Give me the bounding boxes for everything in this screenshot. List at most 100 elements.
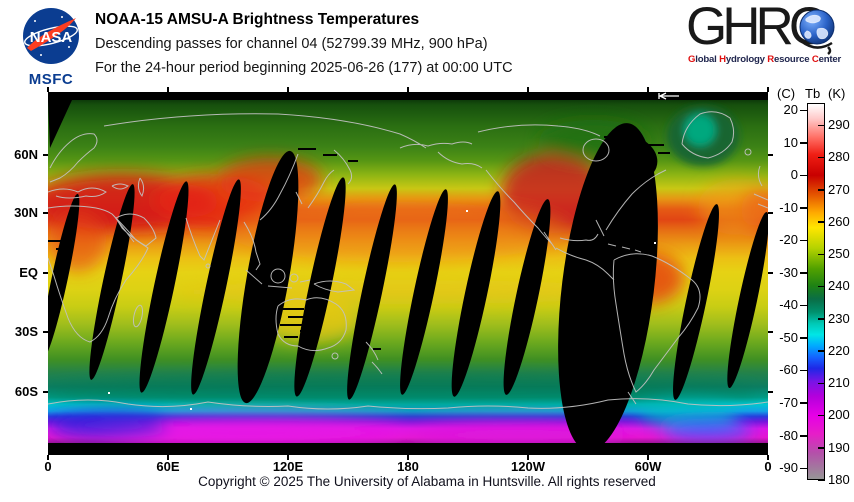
colorbar-tick-kelvin (818, 350, 825, 352)
subtitle-channel: Descending passes for channel 04 (52799.… (95, 36, 488, 52)
header-titles: NOAA-15 AMSU-A Brightness Temperatures D… (95, 8, 513, 80)
colorbar-tick-kelvin (818, 253, 825, 256)
colorbar-label-celsius: 20 (783, 102, 798, 117)
y-axis-label: 30N (14, 205, 38, 220)
msfc-label: MSFC (28, 71, 74, 88)
colorbar-label-kelvin: 190 (828, 439, 850, 455)
colorbar-tick-celsius (800, 435, 807, 437)
colorbar-tick-kelvin (818, 318, 825, 320)
colorbar-label-kelvin: 230 (828, 310, 850, 326)
y-axis-tick-left (43, 331, 48, 333)
colorbar-tick-celsius (800, 304, 807, 307)
x-axis-label: 120W (511, 459, 545, 474)
ghrc-tagline: Global Hydrology Resource Center (688, 54, 852, 65)
tagline-word: esource (773, 54, 810, 65)
x-axis-label: 60E (156, 459, 180, 474)
x-axis-label: 180 (397, 459, 419, 474)
tagline-initial: H (719, 54, 726, 65)
x-axis-tick-bottom (407, 455, 409, 460)
colorbar-unit-kelvin: (K) (828, 86, 846, 101)
y-axis-label: 30S (14, 324, 38, 339)
colorbar-tick-kelvin (818, 447, 825, 449)
colorbar-tick-celsius (800, 109, 807, 111)
y-axis-tick-right (768, 154, 773, 156)
x-axis-tick-bottom (527, 455, 529, 460)
y-axis-tick-right (768, 331, 773, 333)
x-axis-tick-bottom (647, 455, 649, 460)
colorbar-label-celsius: -10 (779, 199, 798, 215)
colorbar-tick-kelvin (818, 221, 825, 223)
colorbar-label-kelvin: 180 (828, 471, 850, 487)
colorbar-label-celsius: -70 (779, 394, 798, 410)
colorbar-label-celsius: -90 (779, 460, 798, 476)
colorbar-label-celsius: -60 (779, 362, 798, 378)
x-axis-tick-top (47, 87, 49, 92)
x-axis-tick-bottom (767, 455, 769, 460)
colorbar-label-kelvin: 250 (828, 246, 850, 262)
brightness-temperature-map (28, 92, 785, 455)
colorbar-label-kelvin: 200 (828, 407, 850, 423)
colorbar-label-kelvin: 210 (828, 375, 850, 391)
colorbar-tick-kelvin (818, 414, 825, 417)
y-axis-tick-left (43, 212, 48, 214)
colorbar-quantity-label: Tb (805, 86, 821, 101)
x-axis-label: 60W (634, 459, 662, 474)
colorbar-unit-celsius: (C) (777, 86, 796, 101)
tagline-word: enter (818, 54, 842, 65)
x-axis-tick-top (647, 87, 649, 92)
y-axis-tick-left (43, 272, 48, 274)
x-axis-tick-bottom (287, 455, 289, 460)
colorbar-label-kelvin: 280 (828, 149, 850, 165)
colorbar-label-celsius: -80 (779, 427, 798, 443)
nasa-logo-text: NASA (30, 29, 73, 46)
colorbar-tick-kelvin (818, 479, 825, 481)
y-axis-tick-right (768, 272, 773, 274)
x-axis-tick-top (167, 87, 169, 92)
swath-data-gaps (40, 100, 769, 451)
colorbar-label-kelvin: 240 (828, 278, 850, 294)
nasa-msfc-logo[interactable]: NASA MSFC (16, 6, 86, 88)
north-nodata-band (48, 92, 768, 100)
colorbar-tick-celsius (800, 369, 807, 372)
colorbar-tick-celsius (800, 402, 807, 404)
tagline-initial: G (688, 54, 696, 65)
page-title: NOAA-15 AMSU-A Brightness Temperatures (95, 11, 420, 28)
colorbar-tick-celsius (800, 174, 807, 177)
colorbar-label-celsius: -50 (779, 329, 798, 345)
x-axis-label: 0 (764, 459, 772, 474)
coastline-outlines (47, 111, 769, 410)
colorbar-label-celsius: 0 (790, 167, 798, 183)
x-axis-tick-top (767, 87, 769, 92)
colorbar-label-kelvin: 260 (828, 213, 850, 229)
colorbar-tick-kelvin (818, 156, 825, 159)
colorbar-label-celsius: -20 (779, 232, 798, 248)
tagline-word: lobal (695, 54, 717, 65)
map-image (28, 92, 785, 455)
x-axis-label: 0 (44, 459, 52, 474)
colorbar (807, 103, 825, 480)
colorbar-label-kelvin: 270 (828, 181, 850, 197)
x-axis-label: 120E (272, 459, 304, 474)
tagline-initial: R (767, 54, 774, 65)
y-axis-tick-right (768, 212, 773, 214)
y-axis-tick-left (43, 154, 48, 156)
y-axis-label: 60N (14, 147, 38, 162)
colorbar-tick-kelvin (818, 382, 825, 385)
x-axis-tick-bottom (47, 455, 49, 460)
subtitle-period: For the 24-hour period beginning 2025-06… (95, 60, 513, 76)
colorbar-tick-celsius (800, 239, 807, 242)
swath-direction-arrow-icon (658, 92, 679, 100)
map-specks (108, 210, 656, 410)
y-axis-label: 60S (14, 384, 38, 399)
colorbar-label-kelvin: 290 (828, 117, 850, 132)
colorbar-tick-kelvin (818, 124, 825, 126)
ghrc-logo[interactable]: G H R C Global Hydrology Resource Center (686, 0, 852, 72)
colorbar-tick-celsius (800, 207, 807, 209)
tagline-word: ydrology (725, 54, 765, 65)
colorbar-tick-celsius (800, 467, 807, 470)
colorbar-label-celsius: -30 (779, 264, 798, 280)
colorbar-label-celsius: -40 (779, 297, 798, 313)
x-axis-tick-top (407, 87, 409, 92)
copyright-notice: Copyright © 2025 The University of Alaba… (198, 474, 656, 489)
